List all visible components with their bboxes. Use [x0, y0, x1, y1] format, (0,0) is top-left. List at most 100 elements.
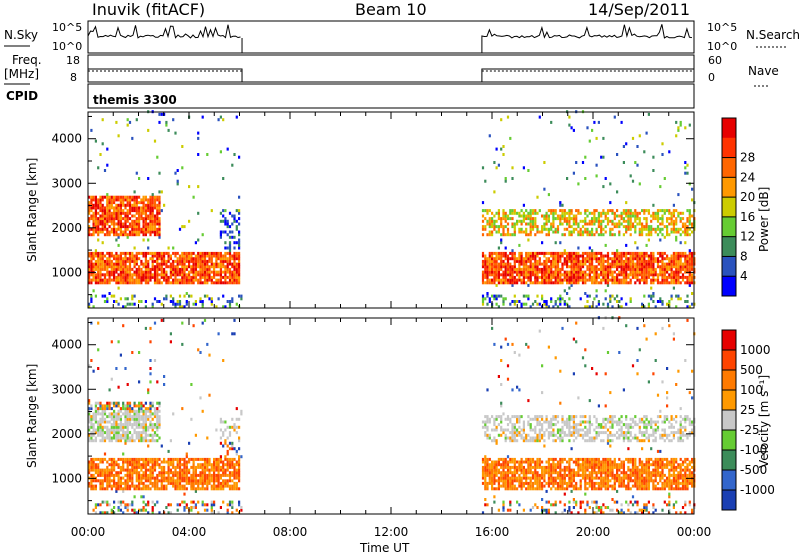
range-cell	[545, 481, 548, 485]
range-cell	[586, 300, 589, 303]
range-cell	[534, 476, 537, 480]
range-cell	[511, 222, 514, 226]
range-cell	[235, 508, 238, 512]
range-cell	[638, 281, 641, 285]
range-cell	[534, 436, 537, 440]
range-cell	[97, 463, 100, 467]
range-cell	[115, 275, 118, 279]
range-cell	[228, 254, 232, 258]
range-cell	[650, 257, 653, 261]
range-cell	[566, 177, 569, 180]
range-cell	[513, 222, 516, 226]
range-cell	[481, 420, 485, 424]
range-cell	[99, 431, 102, 435]
range-cell	[163, 473, 166, 477]
range-cell	[495, 479, 498, 483]
range-cell	[106, 219, 109, 223]
range-cell	[516, 471, 519, 475]
range-cell	[602, 262, 605, 266]
range-cell	[584, 270, 587, 274]
range-cell	[543, 265, 546, 269]
range-cell	[500, 219, 503, 223]
range-cell	[140, 463, 143, 467]
range-cell	[185, 473, 188, 477]
range-cell	[538, 476, 541, 480]
range-cell	[486, 265, 489, 269]
range-cell	[575, 278, 578, 282]
range-cell	[654, 267, 657, 271]
range-cell	[92, 415, 95, 419]
range-cell	[677, 227, 680, 231]
range-cell	[124, 479, 127, 483]
range-cell	[101, 262, 104, 266]
range-cell	[158, 198, 161, 202]
range-cell	[126, 270, 129, 274]
range-cell	[110, 267, 113, 271]
range-cell	[541, 270, 544, 274]
range-cell	[199, 278, 202, 282]
range-cell	[686, 171, 689, 175]
range-cell	[88, 420, 91, 424]
range-cell	[556, 281, 560, 285]
range-cell	[231, 257, 234, 261]
range-cell	[165, 487, 168, 491]
range-cell	[677, 270, 680, 274]
range-cell	[194, 479, 197, 483]
range-cell	[484, 468, 487, 472]
range-cell	[538, 439, 541, 443]
range-cell	[491, 487, 494, 491]
range-cell	[518, 433, 521, 437]
range-cell	[222, 479, 225, 483]
range-cell	[226, 251, 229, 255]
range-cell	[126, 214, 129, 218]
range-cell	[481, 297, 485, 301]
range-cell	[513, 433, 516, 437]
range-cell	[158, 225, 161, 229]
range-cell	[522, 436, 525, 440]
range-cell	[203, 265, 207, 269]
range-cell	[131, 257, 134, 261]
range-cell	[178, 257, 182, 261]
range-cell	[527, 238, 530, 242]
range-cell	[135, 225, 138, 229]
range-cell	[126, 417, 129, 421]
range-cell	[627, 275, 630, 279]
range-cell	[684, 233, 687, 237]
range-cell	[238, 278, 241, 282]
range-cell	[99, 195, 102, 199]
range-cell	[513, 254, 516, 258]
colorbar-tick-label: 12	[740, 230, 755, 244]
range-cell	[684, 161, 687, 164]
range-cell	[543, 484, 546, 488]
range-cell	[172, 251, 175, 255]
range-cell	[497, 468, 500, 472]
range-cell	[213, 463, 216, 467]
range-cell	[659, 259, 662, 263]
range-cell	[543, 473, 546, 477]
range-cell	[172, 476, 175, 480]
range-cell	[547, 219, 550, 223]
range-cell	[147, 275, 150, 279]
range-cell	[192, 275, 195, 279]
range-cell	[495, 251, 498, 255]
range-cell	[636, 267, 639, 271]
range-cell	[688, 219, 691, 223]
range-cell	[190, 465, 193, 469]
range-cell	[536, 423, 539, 427]
range-cell	[140, 275, 143, 279]
range-cell	[97, 457, 100, 461]
range-cell	[185, 471, 188, 475]
range-cell	[527, 345, 530, 349]
range-cell	[611, 227, 614, 231]
range-cell	[94, 465, 97, 469]
colorbar-tick-label: 8	[740, 249, 748, 263]
range-cell	[641, 278, 644, 282]
range-cell	[675, 270, 678, 274]
range-cell	[231, 235, 234, 239]
range-cell	[522, 465, 525, 469]
range-cell	[238, 230, 241, 234]
range-cell	[550, 273, 553, 277]
range-cell	[572, 270, 575, 274]
range-cell	[197, 484, 200, 488]
range-cell	[663, 177, 666, 180]
